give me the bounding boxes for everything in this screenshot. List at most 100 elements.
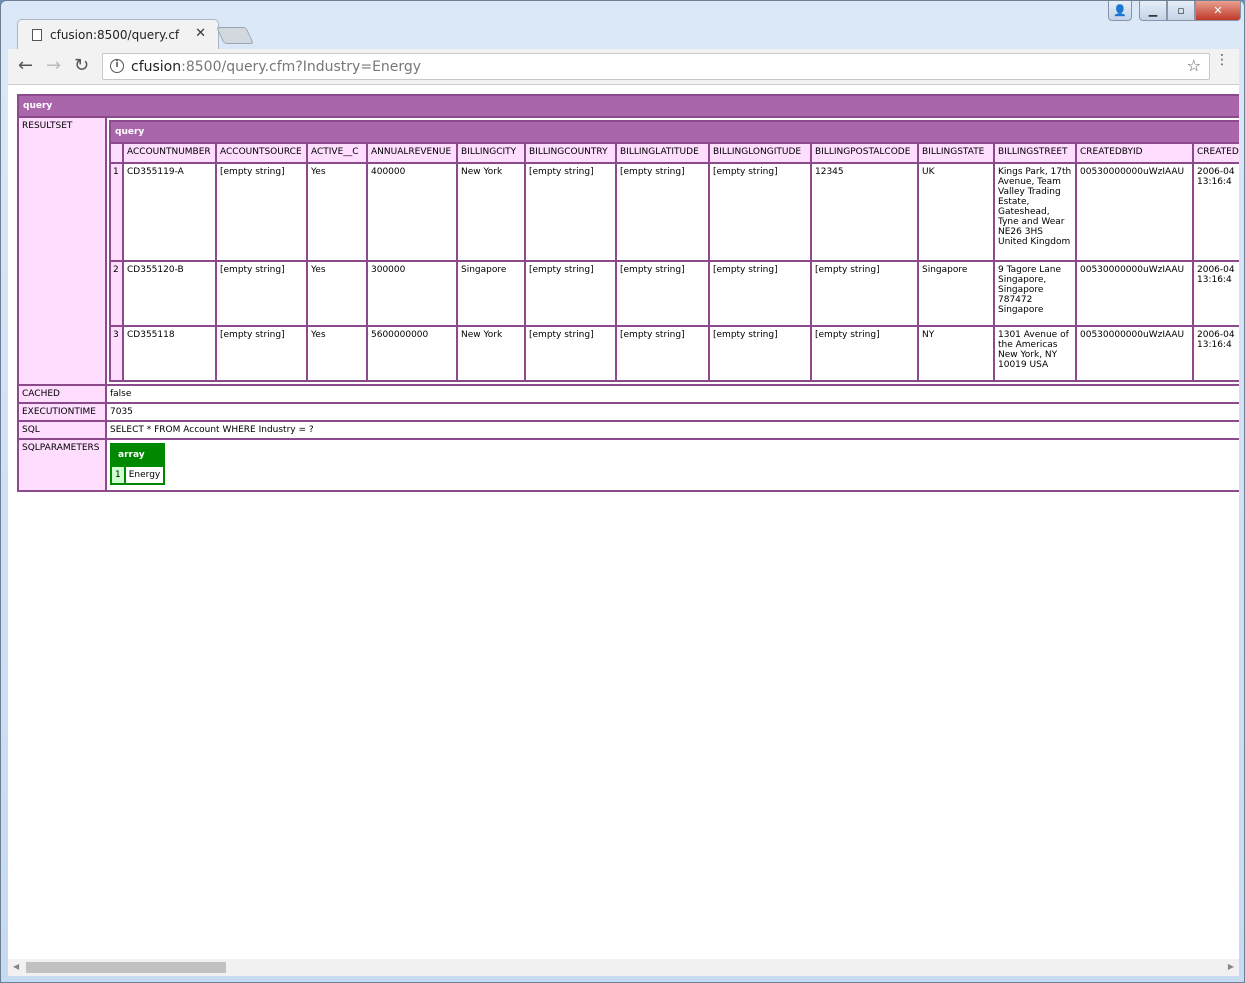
table-cell: 00530000000uWzIAAU bbox=[1077, 164, 1192, 260]
page-icon bbox=[32, 28, 42, 41]
column-header: ANNUALREVENUE bbox=[368, 144, 456, 162]
bookmark-star-icon[interactable]: ☆ bbox=[1186, 56, 1201, 75]
column-header: BILLINGSTATE bbox=[919, 144, 993, 162]
cached-label: CACHED bbox=[19, 386, 105, 402]
toolbar: ← → ↻ i cfusion:8500/query.cfm?Industry=… bbox=[8, 49, 1239, 85]
column-header: CREATEDDATE bbox=[1194, 144, 1239, 162]
table-cell: 2006-04 13:16:4 bbox=[1194, 262, 1239, 325]
page-content: query RESULTSET query ACCOUNTNUMBER ACCOU… bbox=[8, 85, 1239, 959]
table-cell: Yes bbox=[308, 327, 366, 380]
table-cell: 00530000000uWzIAAU bbox=[1077, 327, 1192, 380]
back-icon[interactable]: ← bbox=[18, 55, 34, 76]
executiontime-label: EXECUTIONTIME bbox=[19, 404, 105, 420]
horizontal-scrollbar[interactable]: ◀ ▶ bbox=[8, 959, 1239, 976]
tab-title: cfusion:8500/query.cfm?Industry=Energy bbox=[50, 27, 180, 42]
table-row: 2 CD355120-B [empty string] Yes 300000 Singap… bbox=[111, 262, 1239, 325]
table-cell: New York bbox=[458, 164, 524, 260]
resultset-table: query ACCOUNTNUMBER ACCOUNTSOURCE ACTIVE__… bbox=[109, 120, 1239, 382]
resultset-title: query bbox=[111, 122, 1239, 142]
array-index: 1 bbox=[112, 467, 124, 483]
scroll-right-icon[interactable]: ▶ bbox=[1227, 962, 1234, 971]
row-index: 1 bbox=[111, 164, 122, 260]
table-cell: [empty string] bbox=[710, 327, 810, 380]
close-tab-icon[interactable]: ✕ bbox=[195, 26, 206, 41]
close-window-button[interactable]: ✕ bbox=[1195, 1, 1241, 21]
table-cell: Kings Park, 17th Avenue, Team Valley Tra… bbox=[995, 164, 1075, 260]
table-cell: CD355118 bbox=[124, 327, 215, 380]
url-host: cfusion bbox=[131, 58, 182, 75]
column-header: BILLINGPOSTALCODE bbox=[812, 144, 917, 162]
table-cell: [empty string] bbox=[812, 262, 917, 325]
sqlparameters-cell: array 1 Energy bbox=[107, 440, 1239, 490]
reload-icon[interactable]: ↻ bbox=[74, 55, 90, 76]
table-cell: [empty string] bbox=[617, 164, 708, 260]
forward-icon[interactable]: → bbox=[46, 55, 62, 76]
profile-icon[interactable]: 👤 bbox=[1108, 1, 1132, 21]
cached-value: false bbox=[107, 386, 1239, 402]
column-header: ACTIVE__C bbox=[308, 144, 366, 162]
table-cell: [empty string] bbox=[217, 262, 306, 325]
array-title: array bbox=[112, 445, 164, 465]
new-tab-button[interactable] bbox=[216, 27, 254, 44]
index-header bbox=[111, 144, 122, 162]
table-cell: CD355120-B bbox=[124, 262, 215, 325]
table-cell: [empty string] bbox=[217, 327, 306, 380]
url-path: :8500/query.cfm?Industry=Energy bbox=[181, 58, 422, 75]
row-index: 3 bbox=[111, 327, 122, 380]
table-row: 1 CD355119-A [empty string] Yes 400000 New Yo… bbox=[111, 164, 1239, 260]
table-cell: NY bbox=[919, 327, 993, 380]
table-cell: [empty string] bbox=[617, 327, 708, 380]
minimize-button[interactable]: ▁ bbox=[1139, 1, 1167, 21]
resultset-label: RESULTSET bbox=[19, 118, 105, 384]
column-header: BILLINGCITY bbox=[458, 144, 524, 162]
table-cell: 00530000000uWzIAAU bbox=[1077, 262, 1192, 325]
table-cell: Yes bbox=[308, 262, 366, 325]
query-dump-title: query bbox=[19, 96, 1239, 116]
sqlparameters-label: SQLPARAMETERS bbox=[19, 440, 105, 490]
scrollbar-thumb[interactable] bbox=[26, 962, 226, 973]
scroll-left-icon[interactable]: ◀ bbox=[13, 962, 20, 971]
maximize-button[interactable]: ▫ bbox=[1167, 1, 1195, 21]
browser-tab[interactable]: cfusion:8500/query.cfm?Industry=Energy ✕ bbox=[17, 19, 219, 49]
resultset-cell: query ACCOUNTNUMBER ACCOUNTSOURCE ACTIVE__… bbox=[107, 118, 1239, 384]
query-dump: query RESULTSET query ACCOUNTNUMBER ACCOU… bbox=[17, 94, 1239, 492]
row-index: 2 bbox=[111, 262, 122, 325]
column-header: ACCOUNTSOURCE bbox=[217, 144, 306, 162]
table-cell: [empty string] bbox=[526, 327, 615, 380]
column-header: BILLINGSTREET bbox=[995, 144, 1075, 162]
column-header: CREATEDBYID bbox=[1077, 144, 1192, 162]
menu-icon[interactable]: ⋮ bbox=[1215, 52, 1229, 68]
table-cell: CD355119-A bbox=[124, 164, 215, 260]
table-cell: Singapore bbox=[458, 262, 524, 325]
address-bar[interactable]: i cfusion:8500/query.cfm?Industry=Energy… bbox=[102, 53, 1210, 80]
info-icon[interactable]: i bbox=[110, 59, 124, 73]
array-value: Energy bbox=[125, 467, 164, 483]
table-cell: [empty string] bbox=[526, 164, 615, 260]
table-row: 3 CD355118 [empty string] Yes 5600000000 New … bbox=[111, 327, 1239, 380]
table-cell: UK bbox=[919, 164, 993, 260]
table-cell: Singapore bbox=[919, 262, 993, 325]
table-cell: [empty string] bbox=[710, 262, 810, 325]
table-cell: 9 Tagore Lane Singapore, Singapore 78747… bbox=[995, 262, 1075, 325]
table-cell: [empty string] bbox=[217, 164, 306, 260]
table-cell: [empty string] bbox=[526, 262, 615, 325]
executiontime-value: 7035 bbox=[107, 404, 1239, 420]
table-cell: 5600000000 bbox=[368, 327, 456, 380]
sql-label: SQL bbox=[19, 422, 105, 438]
column-header: BILLINGCOUNTRY bbox=[526, 144, 615, 162]
table-cell: 1301 Avenue of the Americas New York, NY… bbox=[995, 327, 1075, 380]
table-cell: Yes bbox=[308, 164, 366, 260]
table-cell: [empty string] bbox=[617, 262, 708, 325]
table-cell: [empty string] bbox=[710, 164, 810, 260]
table-cell: New York bbox=[458, 327, 524, 380]
sql-value: SELECT * FROM Account WHERE Industry = ? bbox=[107, 422, 1239, 438]
table-cell: 12345 bbox=[812, 164, 917, 260]
sqlparameters-array: array 1 Energy bbox=[110, 443, 166, 485]
table-cell: 300000 bbox=[368, 262, 456, 325]
table-cell: [empty string] bbox=[812, 327, 917, 380]
column-header: ACCOUNTNUMBER bbox=[124, 144, 215, 162]
table-cell: 400000 bbox=[368, 164, 456, 260]
column-header: BILLINGLONGITUDE bbox=[710, 144, 810, 162]
column-header: BILLINGLATITUDE bbox=[617, 144, 708, 162]
